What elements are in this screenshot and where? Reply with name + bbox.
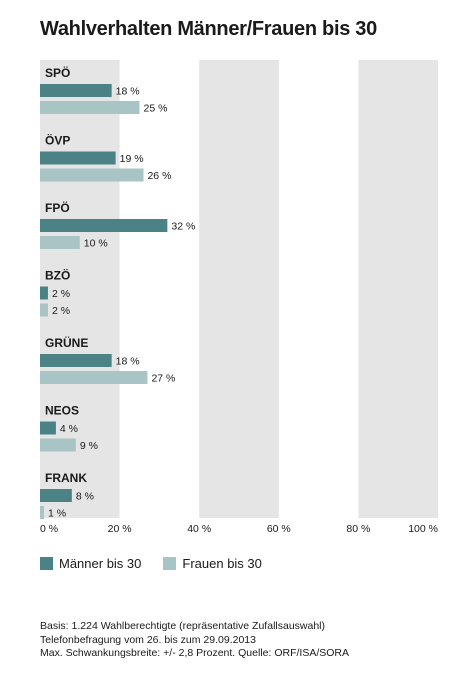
source-note-line-1: Basis: 1.224 Wahlberechtigte (repräsenta… bbox=[40, 620, 326, 632]
bar-chart: 0 % 20 % 40 % 60 % 80 % 100 % SPÖ 18 % 25 % ÖVP 19… bbox=[40, 60, 438, 535]
bar-men bbox=[40, 421, 56, 435]
legend-label-men: Männer bis 30 bbox=[59, 556, 142, 571]
grid-band bbox=[199, 60, 279, 518]
value-label: 32 % bbox=[171, 221, 195, 233]
bar-women bbox=[40, 438, 76, 452]
legend-swatch-men bbox=[40, 557, 53, 570]
bar-men bbox=[40, 84, 112, 97]
category-label: NEOS bbox=[45, 404, 79, 418]
x-tick-label: 100 % bbox=[408, 523, 438, 535]
value-label: 25 % bbox=[144, 103, 168, 115]
category-label: FPÖ bbox=[45, 200, 70, 215]
bar-men bbox=[40, 286, 48, 300]
bar-men bbox=[40, 489, 72, 502]
bar-women bbox=[40, 371, 148, 384]
category-label: ÖVP bbox=[45, 133, 70, 148]
chart-legend: Männer bis 30 Frauen bis 30 bbox=[40, 556, 284, 571]
grid-band bbox=[358, 60, 438, 518]
x-tick-label: 0 % bbox=[40, 523, 58, 535]
x-tick-label: 20 % bbox=[108, 523, 132, 535]
category-label: FRANK bbox=[45, 471, 87, 485]
source-note: Basis: 1.224 Wahlberechtigte (repräsenta… bbox=[40, 620, 349, 661]
source-note-line-2: Telefonbefragung vom 26. bis zum 29.09.2… bbox=[40, 633, 256, 646]
x-tick-label: 40 % bbox=[187, 523, 211, 535]
legend-swatch-women bbox=[163, 557, 177, 570]
source-note-line-3: Max. Schwankungsbreite: +/- 2,8 Prozent.… bbox=[40, 647, 350, 659]
value-label: 1 % bbox=[48, 508, 66, 520]
value-label: 10 % bbox=[84, 238, 108, 250]
bar-women bbox=[40, 101, 140, 114]
value-label: 2 % bbox=[52, 288, 70, 300]
value-label: 8 % bbox=[76, 491, 94, 503]
bar-men bbox=[40, 151, 116, 165]
value-label: 26 % bbox=[147, 170, 171, 182]
category-label: GRÜNE bbox=[45, 335, 88, 350]
bar-women bbox=[40, 168, 144, 182]
legend-item-men: Männer bis 30 bbox=[40, 556, 141, 571]
value-label: 18 % bbox=[116, 86, 140, 98]
chart-title: Wahlverhalten Männer/Frauen bis 30 bbox=[40, 18, 377, 40]
value-label: 4 % bbox=[60, 423, 78, 435]
legend-item-women: Frauen bis 30 bbox=[163, 556, 262, 571]
category-label: BZÖ bbox=[45, 268, 70, 283]
value-label: 9 % bbox=[80, 440, 98, 452]
value-label: 18 % bbox=[116, 356, 140, 368]
legend-label-women: Frauen bis 30 bbox=[182, 556, 262, 571]
category-label: SPÖ bbox=[45, 65, 70, 80]
x-tick-label: 60 % bbox=[267, 523, 291, 535]
value-label: 27 % bbox=[151, 373, 175, 385]
bar-women bbox=[40, 236, 80, 249]
value-label: 2 % bbox=[52, 305, 70, 317]
bar-men bbox=[40, 219, 168, 232]
x-tick-label: 80 % bbox=[346, 523, 370, 535]
value-label: 19 % bbox=[120, 153, 144, 165]
bar-women bbox=[40, 506, 44, 519]
bar-women bbox=[40, 303, 48, 317]
bar-men bbox=[40, 354, 112, 367]
